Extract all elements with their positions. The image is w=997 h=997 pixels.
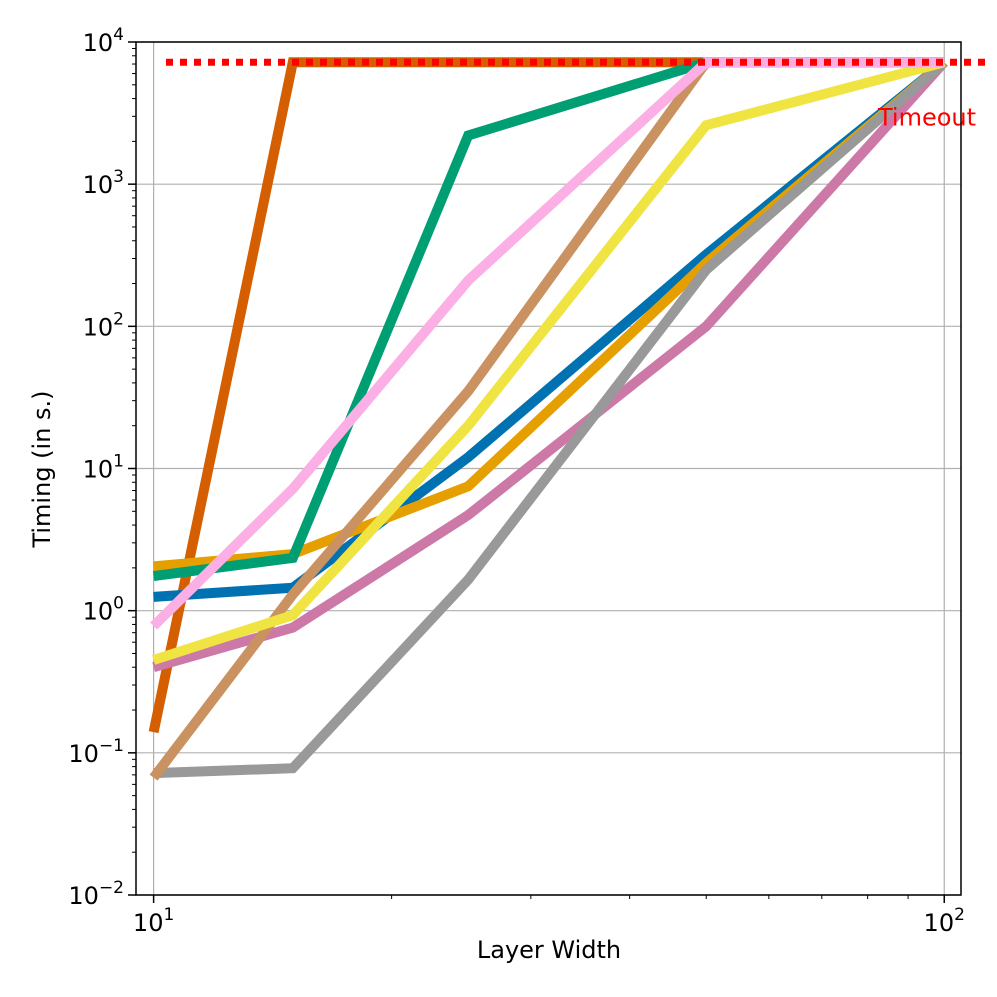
series-line-8: [152, 57, 946, 665]
series-line-6: [153, 58, 948, 779]
y-tick-label: 104: [83, 25, 124, 57]
y-tick-label: 10−2: [68, 878, 124, 910]
timeout-label: Timeout: [877, 103, 976, 131]
x-tick-label: 101: [133, 905, 174, 937]
y-tick-label: 101: [83, 452, 124, 484]
x-tick-label: 102: [924, 905, 965, 937]
x-axis-label: Layer Width: [477, 936, 621, 964]
y-tick-label: 103: [83, 167, 124, 199]
timeout-group: Timeout: [166, 58, 989, 131]
y-tick-label: 102: [83, 309, 124, 341]
y-tick-label: 100: [83, 594, 124, 626]
y-axis-label: Timing (in s.): [28, 390, 56, 548]
y-tick-label: 10−1: [68, 736, 124, 768]
axis-ticks: 101 102 10−2 10−1 100 101 102 103 104: [68, 25, 965, 937]
series-line-5: [152, 58, 948, 673]
